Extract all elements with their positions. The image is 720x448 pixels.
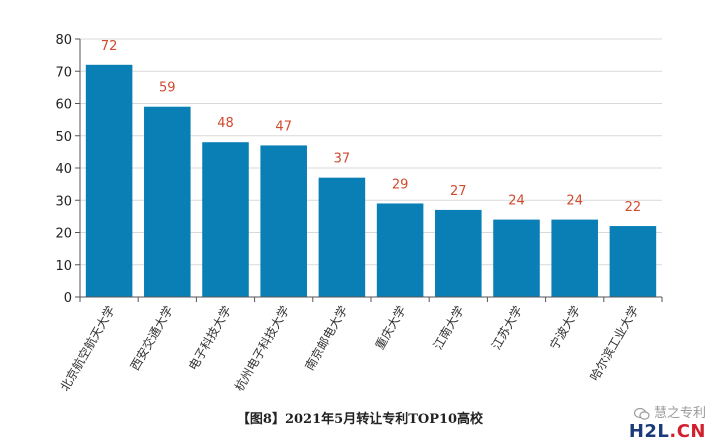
x-tick-label: 西安交通大学 xyxy=(127,303,176,373)
data-label: 24 xyxy=(508,194,525,209)
data-label: 29 xyxy=(392,177,409,192)
y-tick-label: 20 xyxy=(55,227,72,242)
x-tick-label: 哈尔滨工业大学 xyxy=(586,303,641,383)
watermark-top-text: 慧之专利 xyxy=(653,406,706,421)
wechat-icon xyxy=(633,407,650,420)
bar-series xyxy=(85,64,657,297)
bar xyxy=(551,219,598,297)
x-tick-label: 江苏大学 xyxy=(488,303,525,352)
bar xyxy=(435,209,482,297)
watermark-top: 慧之专利 xyxy=(629,402,706,421)
y-tick-label: 30 xyxy=(55,194,72,209)
y-tick-label: 60 xyxy=(55,98,72,113)
watermark-logo: H2L.CN xyxy=(629,421,706,442)
x-tick-label: 杭州电子科技大学 xyxy=(231,303,292,394)
bar xyxy=(260,145,307,297)
y-tick-label: 10 xyxy=(55,259,72,274)
bar xyxy=(609,226,657,297)
x-tick-label: 重庆大学 xyxy=(372,303,409,352)
bar xyxy=(493,219,540,297)
x-tick-label: 北京航空航天大学 xyxy=(57,303,118,394)
bar xyxy=(144,106,191,297)
data-labels: 72 59 48 47 37 29 27 24 24 22 xyxy=(101,39,641,215)
data-label: 47 xyxy=(275,119,292,134)
data-label: 59 xyxy=(159,81,176,96)
bar xyxy=(318,177,366,297)
watermark-logo-suffix: .CN xyxy=(669,421,706,442)
data-label: 37 xyxy=(334,152,351,167)
data-label: 48 xyxy=(217,116,234,131)
y-tick-label: 40 xyxy=(55,162,72,177)
y-tick-label: 70 xyxy=(55,65,72,80)
data-label: 24 xyxy=(566,194,583,209)
data-label: 22 xyxy=(625,200,642,215)
bar xyxy=(85,64,133,297)
y-tick-label: 50 xyxy=(55,130,72,145)
watermark-logo-main: H2L xyxy=(628,421,670,442)
bar xyxy=(376,203,424,297)
chart-caption: 【图8】2021年5月转让专利TOP10高校 xyxy=(236,412,484,427)
x-tick-label: 宁波大学 xyxy=(546,303,583,352)
x-tick-label: 南京邮电大学 xyxy=(301,303,350,373)
x-tick-label: 江南大学 xyxy=(430,303,467,352)
watermark: 慧之专利 H2L.CN xyxy=(629,402,706,442)
data-label: 72 xyxy=(101,39,118,54)
bar xyxy=(202,142,249,297)
y-axis: 0 10 20 30 40 50 60 70 80 xyxy=(55,33,81,306)
y-tick-label: 80 xyxy=(55,33,72,48)
x-tick-label: 电子科技大学 xyxy=(185,303,234,373)
data-label: 27 xyxy=(450,184,467,199)
y-tick-label: 0 xyxy=(64,291,72,306)
